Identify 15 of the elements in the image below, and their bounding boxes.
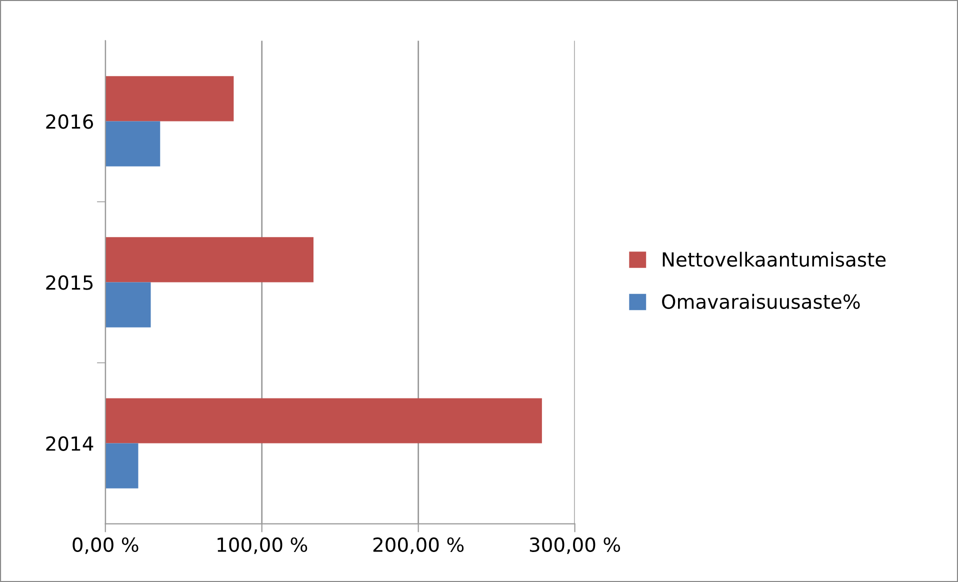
bar [105, 443, 138, 488]
bar [105, 76, 234, 122]
bar [105, 398, 542, 444]
y-tick-label: 2015 [46, 275, 93, 290]
x-tick-label: 0,00 % [72, 537, 138, 554]
x-tick-label: 200,00 % [373, 537, 464, 554]
bar [105, 282, 151, 328]
legend-label: Nettovelkaantumisaste [662, 252, 886, 267]
y-tick-label: 2014 [46, 436, 94, 451]
x-tick-label: 100,00 % [218, 537, 308, 554]
bar [105, 237, 314, 282]
legend-label: Omavaraisuusaste% [662, 294, 860, 309]
y-tick-label: 2016 [46, 114, 94, 129]
bar [105, 121, 160, 166]
x-tick-label: 300,00 % [530, 537, 620, 554]
